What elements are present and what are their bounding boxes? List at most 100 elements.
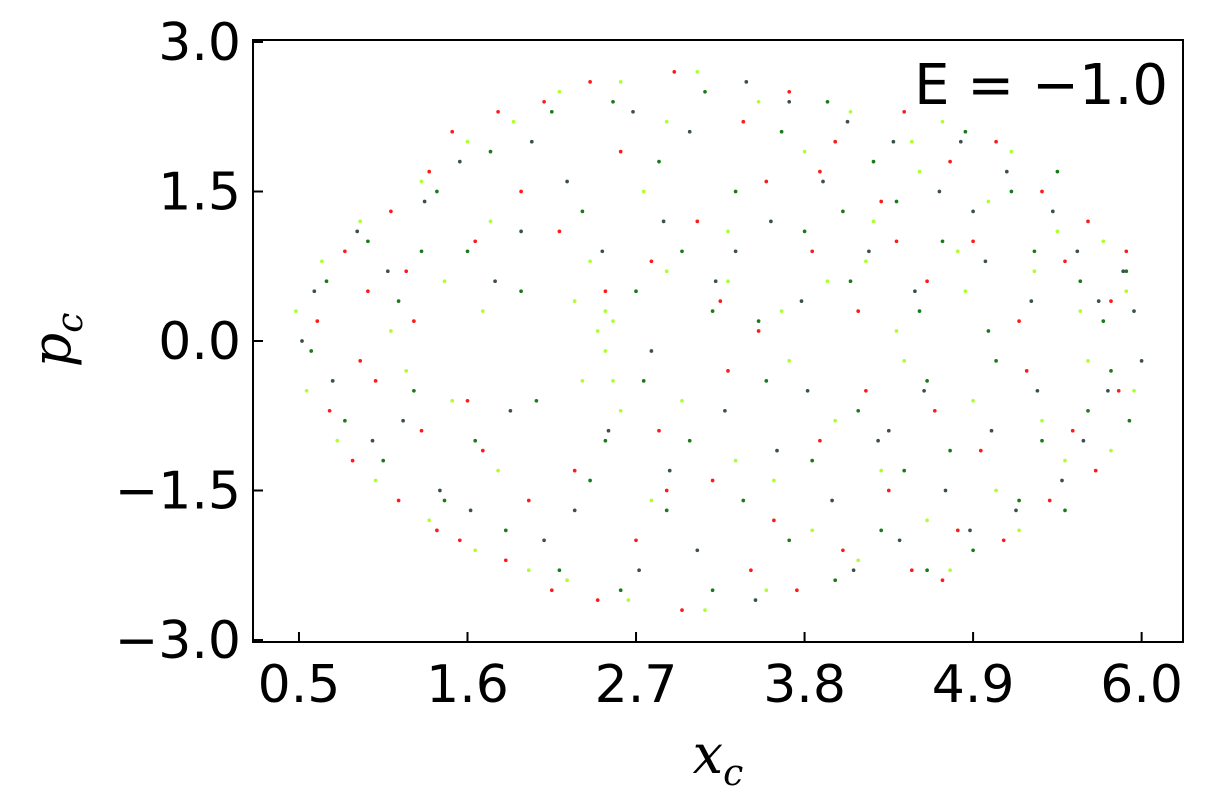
scatter-point-s1-20 bbox=[572, 299, 577, 303]
scatter-point-s0-19 bbox=[526, 498, 531, 503]
scatter-point-s3-57 bbox=[1096, 299, 1101, 303]
scatter-point-s2-66 bbox=[710, 309, 715, 313]
scatter-point-s0-50 bbox=[902, 109, 907, 114]
scatter-point-s2-31 bbox=[756, 319, 761, 323]
scatter-point-s1-16 bbox=[511, 119, 516, 124]
scatter-point-s2-11 bbox=[488, 149, 493, 154]
scatter-point-s1-4 bbox=[358, 219, 363, 224]
scatter-point-s1-49 bbox=[917, 169, 922, 174]
scatter-point-s3-30 bbox=[775, 448, 779, 453]
scatter-point-s2-12 bbox=[503, 528, 508, 533]
scatter-point-s2-48 bbox=[948, 448, 952, 453]
scatter-point-s3-54 bbox=[1060, 478, 1064, 483]
scatter-point-s2-52 bbox=[994, 359, 998, 363]
y-tick-label: −1.5 bbox=[115, 462, 241, 522]
scatter-point-s1-23 bbox=[603, 349, 608, 353]
scatter-point-s3-42 bbox=[922, 388, 926, 393]
scatter-point-s1-41 bbox=[825, 279, 830, 284]
scatter-point-s0-79 bbox=[940, 578, 945, 583]
scatter-point-s3-60 bbox=[1139, 359, 1144, 363]
scatter-point-s0-23 bbox=[572, 468, 577, 473]
scatter-point-s3-32 bbox=[805, 388, 810, 393]
scatter-point-s1-67 bbox=[1124, 289, 1129, 294]
scatter-point-s0-34 bbox=[718, 299, 723, 303]
scatter-point-s3-10 bbox=[468, 508, 473, 513]
scatter-point-s1-38 bbox=[787, 359, 792, 363]
scatter-point-s1-39 bbox=[802, 149, 807, 154]
scatter-point-s1-12 bbox=[465, 139, 470, 144]
scatter-point-s3-47 bbox=[983, 259, 988, 264]
scatter-point-s0-77 bbox=[465, 398, 470, 403]
scatter-point-s2-9 bbox=[465, 249, 470, 254]
scatter-point-s2-45 bbox=[917, 309, 922, 313]
scatter-point-s1-48 bbox=[902, 359, 907, 363]
scatter-point-s3-23 bbox=[687, 129, 692, 134]
scatter-point-s0-37 bbox=[749, 568, 753, 573]
scatter-point-s1-30 bbox=[680, 398, 684, 403]
x-tick-label: 2.7 bbox=[595, 655, 678, 715]
scatter-point-s3-63 bbox=[649, 349, 654, 353]
scatter-point-s0-4 bbox=[366, 289, 370, 294]
scatter-point-s0-46 bbox=[856, 309, 861, 313]
scatter-point-s2-46 bbox=[925, 379, 929, 383]
y-axis-label-subscript: c bbox=[50, 313, 91, 333]
scatter-point-s1-61 bbox=[1055, 229, 1060, 234]
scatter-point-s1-36 bbox=[764, 588, 769, 593]
scatter-point-s2-54 bbox=[1017, 498, 1021, 503]
scatter-point-s0-33 bbox=[710, 478, 715, 483]
scatter-point-s2-58 bbox=[1063, 508, 1067, 513]
x-axis-label: xc bbox=[693, 723, 744, 794]
scatter-point-s2-65 bbox=[603, 438, 608, 443]
scatter-point-s0-68 bbox=[1109, 299, 1113, 303]
scatter-point-s2-40 bbox=[856, 408, 861, 413]
scatter-point-s1-9 bbox=[427, 518, 432, 523]
scatter-point-s3-48 bbox=[989, 428, 994, 433]
scatter-point-s0-78 bbox=[818, 169, 822, 174]
scatter-point-s0-53 bbox=[932, 408, 937, 413]
scatter-point-s1-73 bbox=[480, 309, 485, 313]
scatter-point-s0-25 bbox=[595, 598, 600, 602]
scatter-point-s2-25 bbox=[680, 249, 684, 254]
scatter-point-s3-52 bbox=[1035, 388, 1040, 393]
scatter-point-s0-31 bbox=[680, 608, 684, 612]
scatter-point-s1-25 bbox=[618, 80, 623, 84]
scatter-point-s1-66 bbox=[1109, 448, 1113, 453]
scatter-point-s2-5 bbox=[396, 299, 401, 303]
scatter-point-s0-21 bbox=[549, 588, 554, 593]
scatter-point-s1-50 bbox=[925, 518, 929, 523]
scatter-point-s1-52 bbox=[948, 568, 952, 573]
scatter-point-s1-11 bbox=[450, 398, 455, 403]
scatter-point-s3-13 bbox=[529, 139, 534, 144]
scatter-point-s0-6 bbox=[389, 209, 393, 214]
scatter-point-s1-62 bbox=[1063, 458, 1067, 463]
scatter-point-s2-56 bbox=[1040, 438, 1044, 443]
scatter-point-s1-2 bbox=[320, 259, 324, 264]
scatter-point-s3-66 bbox=[787, 99, 792, 104]
scatter-point-s1-24 bbox=[611, 319, 615, 323]
scatter-point-s1-65 bbox=[1101, 239, 1106, 244]
scatter-point-s0-56 bbox=[971, 239, 975, 244]
scatter-point-s1-51 bbox=[940, 119, 945, 124]
scatter-point-s2-22 bbox=[641, 379, 646, 383]
scatter-point-s3-24 bbox=[695, 548, 700, 553]
scatter-point-s2-20 bbox=[618, 588, 623, 593]
scatter-point-s2-7 bbox=[435, 189, 439, 194]
scatter-point-s1-79 bbox=[909, 139, 914, 144]
scatter-point-s2-51 bbox=[986, 329, 991, 333]
scatter-point-s0-48 bbox=[879, 199, 884, 204]
scatter-point-s2-61 bbox=[1101, 319, 1106, 323]
scatter-point-s0-76 bbox=[358, 359, 363, 363]
scatter-point-s1-56 bbox=[994, 488, 998, 493]
scatter-point-s0-66 bbox=[1086, 219, 1090, 224]
scatter-point-s0-44 bbox=[833, 139, 838, 144]
scatter-point-s1-13 bbox=[473, 548, 478, 553]
scatter-point-s2-13 bbox=[519, 289, 523, 294]
scatter-points bbox=[294, 70, 1144, 612]
scatter-point-s1-68 bbox=[1132, 388, 1136, 393]
scatter-point-s1-29 bbox=[664, 269, 669, 274]
scatter-point-s1-60 bbox=[1040, 418, 1044, 423]
y-tick-label: −3.0 bbox=[115, 611, 241, 671]
scatter-point-s0-35 bbox=[726, 369, 730, 373]
scatter-point-s2-10 bbox=[473, 438, 478, 443]
